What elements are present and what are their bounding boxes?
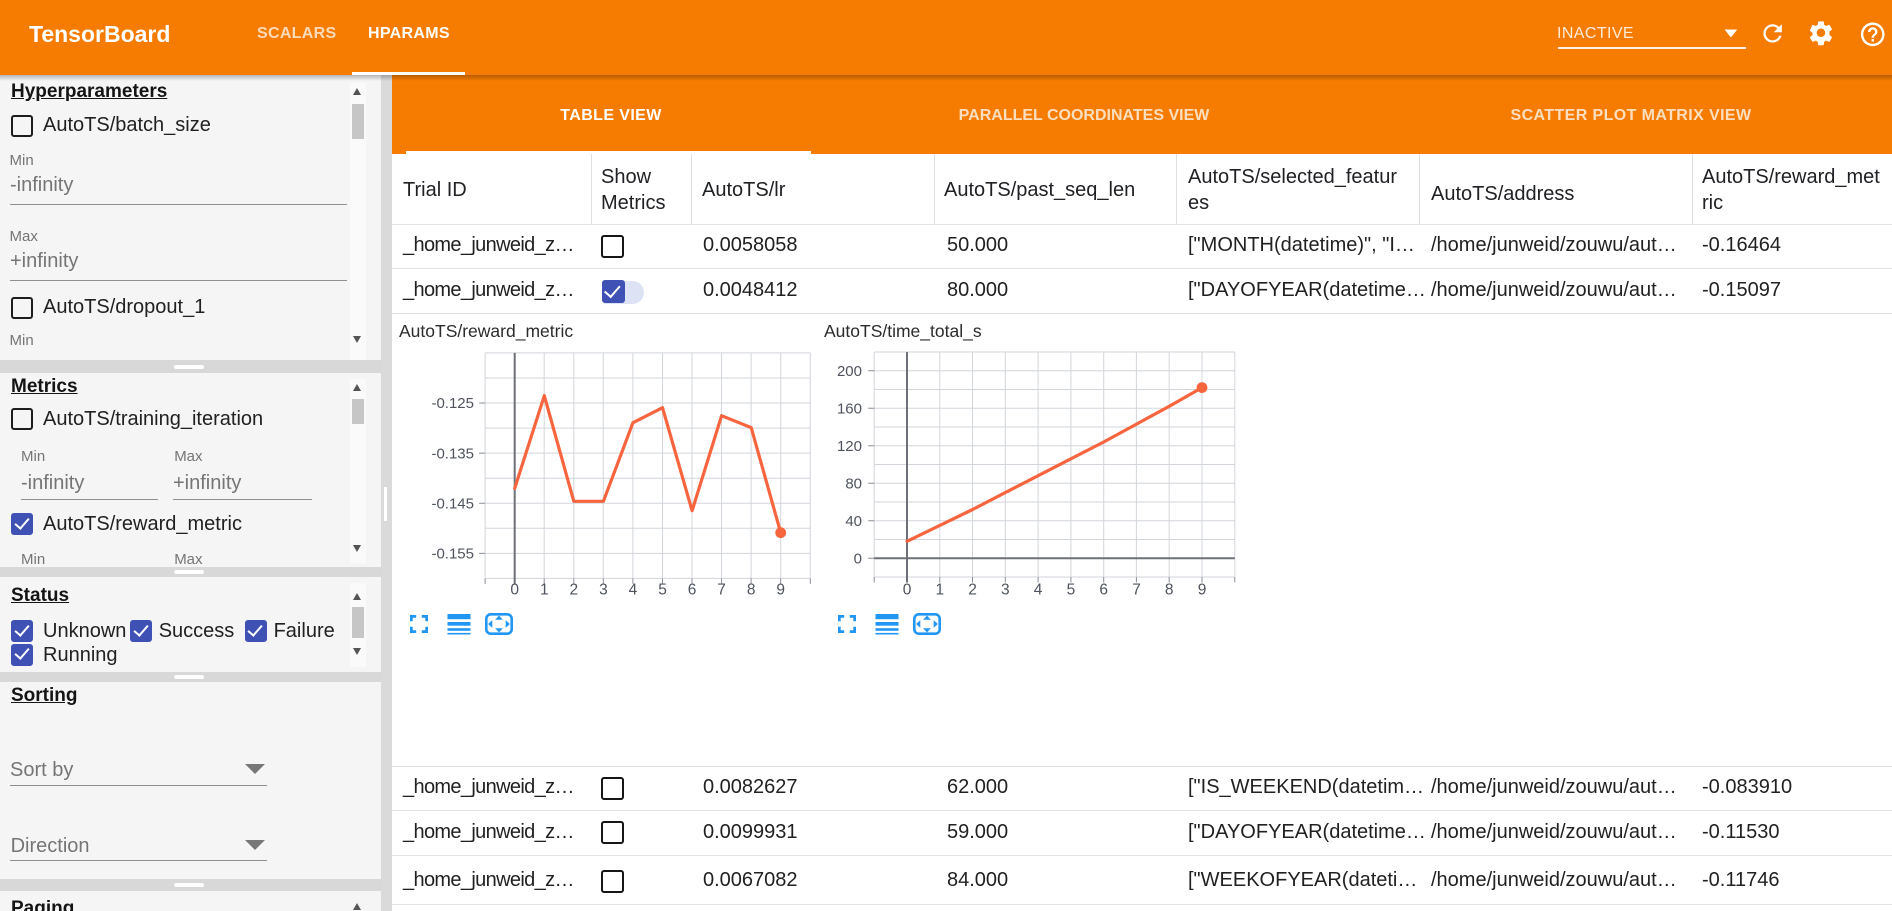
svg-text:4: 4 <box>1034 582 1043 599</box>
svg-text:8: 8 <box>1165 582 1174 599</box>
svg-text:9: 9 <box>776 582 785 599</box>
svg-text:120: 120 <box>837 438 862 455</box>
svg-text:2: 2 <box>569 582 578 599</box>
svg-text:-0.145: -0.145 <box>431 495 474 512</box>
svg-text:5: 5 <box>658 582 667 599</box>
svg-text:AutoTS/time_total_s: AutoTS/time_total_s <box>824 321 982 342</box>
svg-text:6: 6 <box>1099 582 1108 599</box>
svg-text:80: 80 <box>845 475 862 492</box>
svg-text:-0.125: -0.125 <box>431 395 474 412</box>
svg-text:0: 0 <box>903 582 912 599</box>
svg-text:5: 5 <box>1067 582 1076 599</box>
svg-text:160: 160 <box>837 400 862 417</box>
svg-text:7: 7 <box>1132 582 1141 599</box>
svg-text:-0.135: -0.135 <box>431 445 474 462</box>
svg-text:9: 9 <box>1198 582 1207 599</box>
svg-text:1: 1 <box>935 582 944 599</box>
svg-text:-0.155: -0.155 <box>431 546 474 563</box>
svg-text:1: 1 <box>540 582 549 599</box>
svg-text:4: 4 <box>629 582 638 599</box>
svg-text:6: 6 <box>688 582 697 599</box>
svg-text:2: 2 <box>968 582 977 599</box>
svg-text:0: 0 <box>854 550 862 567</box>
svg-text:40: 40 <box>845 513 862 530</box>
svg-text:0: 0 <box>510 582 519 599</box>
svg-text:200: 200 <box>837 363 862 380</box>
svg-text:AutoTS/reward_metric: AutoTS/reward_metric <box>399 321 573 342</box>
svg-text:3: 3 <box>599 582 608 599</box>
svg-text:7: 7 <box>717 582 726 599</box>
svg-text:8: 8 <box>747 582 756 599</box>
svg-text:3: 3 <box>1001 582 1010 599</box>
